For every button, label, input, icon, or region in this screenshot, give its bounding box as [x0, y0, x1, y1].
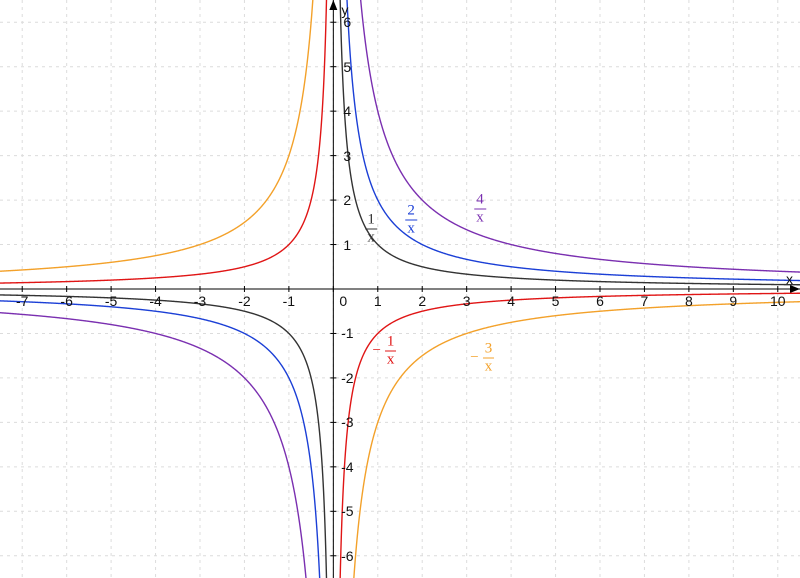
series-label-neg1_over_x: −1x: [372, 335, 396, 368]
x-tick-label: -7: [16, 293, 28, 309]
fraction-denominator: x: [365, 228, 377, 245]
x-tick-label: 4: [507, 293, 515, 309]
y-tick-label: -5: [341, 503, 353, 519]
x-tick-label: 3: [463, 293, 471, 309]
y-tick-label: -4: [341, 459, 353, 475]
x-tick-label: -1: [283, 293, 295, 309]
series-label-4_over_x: 4x: [474, 192, 486, 225]
x-tick-label: 0: [339, 293, 347, 309]
x-tick-label: 2: [418, 293, 426, 309]
fraction-numerator: 1: [385, 335, 397, 351]
fraction-denominator: x: [385, 351, 397, 368]
x-axis-label: x: [786, 271, 793, 287]
fraction-numerator: 4: [474, 192, 486, 208]
minus-sign: −: [372, 344, 380, 359]
x-tick-label: -5: [105, 293, 117, 309]
x-tick-label: 10: [770, 293, 786, 309]
minus-sign: −: [470, 350, 478, 365]
series-label-2_over_x: 2x: [405, 204, 417, 237]
x-tick-label: -4: [149, 293, 161, 309]
x-tick-label: 9: [729, 293, 737, 309]
x-tick-label: 5: [552, 293, 560, 309]
plot-svg: [0, 0, 800, 578]
fraction-numerator: 1: [365, 212, 377, 228]
x-tick-label: -2: [238, 293, 250, 309]
y-tick-label: 5: [343, 59, 351, 75]
fraction-numerator: 3: [483, 341, 495, 357]
y-tick-label: 1: [343, 237, 351, 253]
fraction-denominator: x: [483, 357, 495, 374]
x-tick-label: 1: [374, 293, 382, 309]
fraction-numerator: 2: [405, 204, 417, 220]
fraction-denominator: x: [405, 220, 417, 237]
x-tick-label: -6: [60, 293, 72, 309]
x-tick-label: 6: [596, 293, 604, 309]
y-tick-label: 2: [343, 192, 351, 208]
y-tick-label: 4: [343, 103, 351, 119]
series-label-1_over_x: 1x: [365, 212, 377, 245]
y-tick-label: -6: [341, 548, 353, 564]
x-tick-label: 8: [685, 293, 693, 309]
x-tick-label: -3: [194, 293, 206, 309]
y-tick-label: 3: [343, 148, 351, 164]
x-tick-label: 7: [641, 293, 649, 309]
y-tick-label: -1: [341, 325, 353, 341]
hyperbola-chart: x y -7-6-5-4-3-2-1012345678910-6-5-4-3-2…: [0, 0, 800, 578]
y-tick-label: -3: [341, 414, 353, 430]
y-tick-label: -2: [341, 370, 353, 386]
fraction-denominator: x: [474, 208, 486, 225]
series-label-neg3_over_x: −3x: [470, 341, 494, 374]
y-tick-label: 6: [343, 14, 351, 30]
